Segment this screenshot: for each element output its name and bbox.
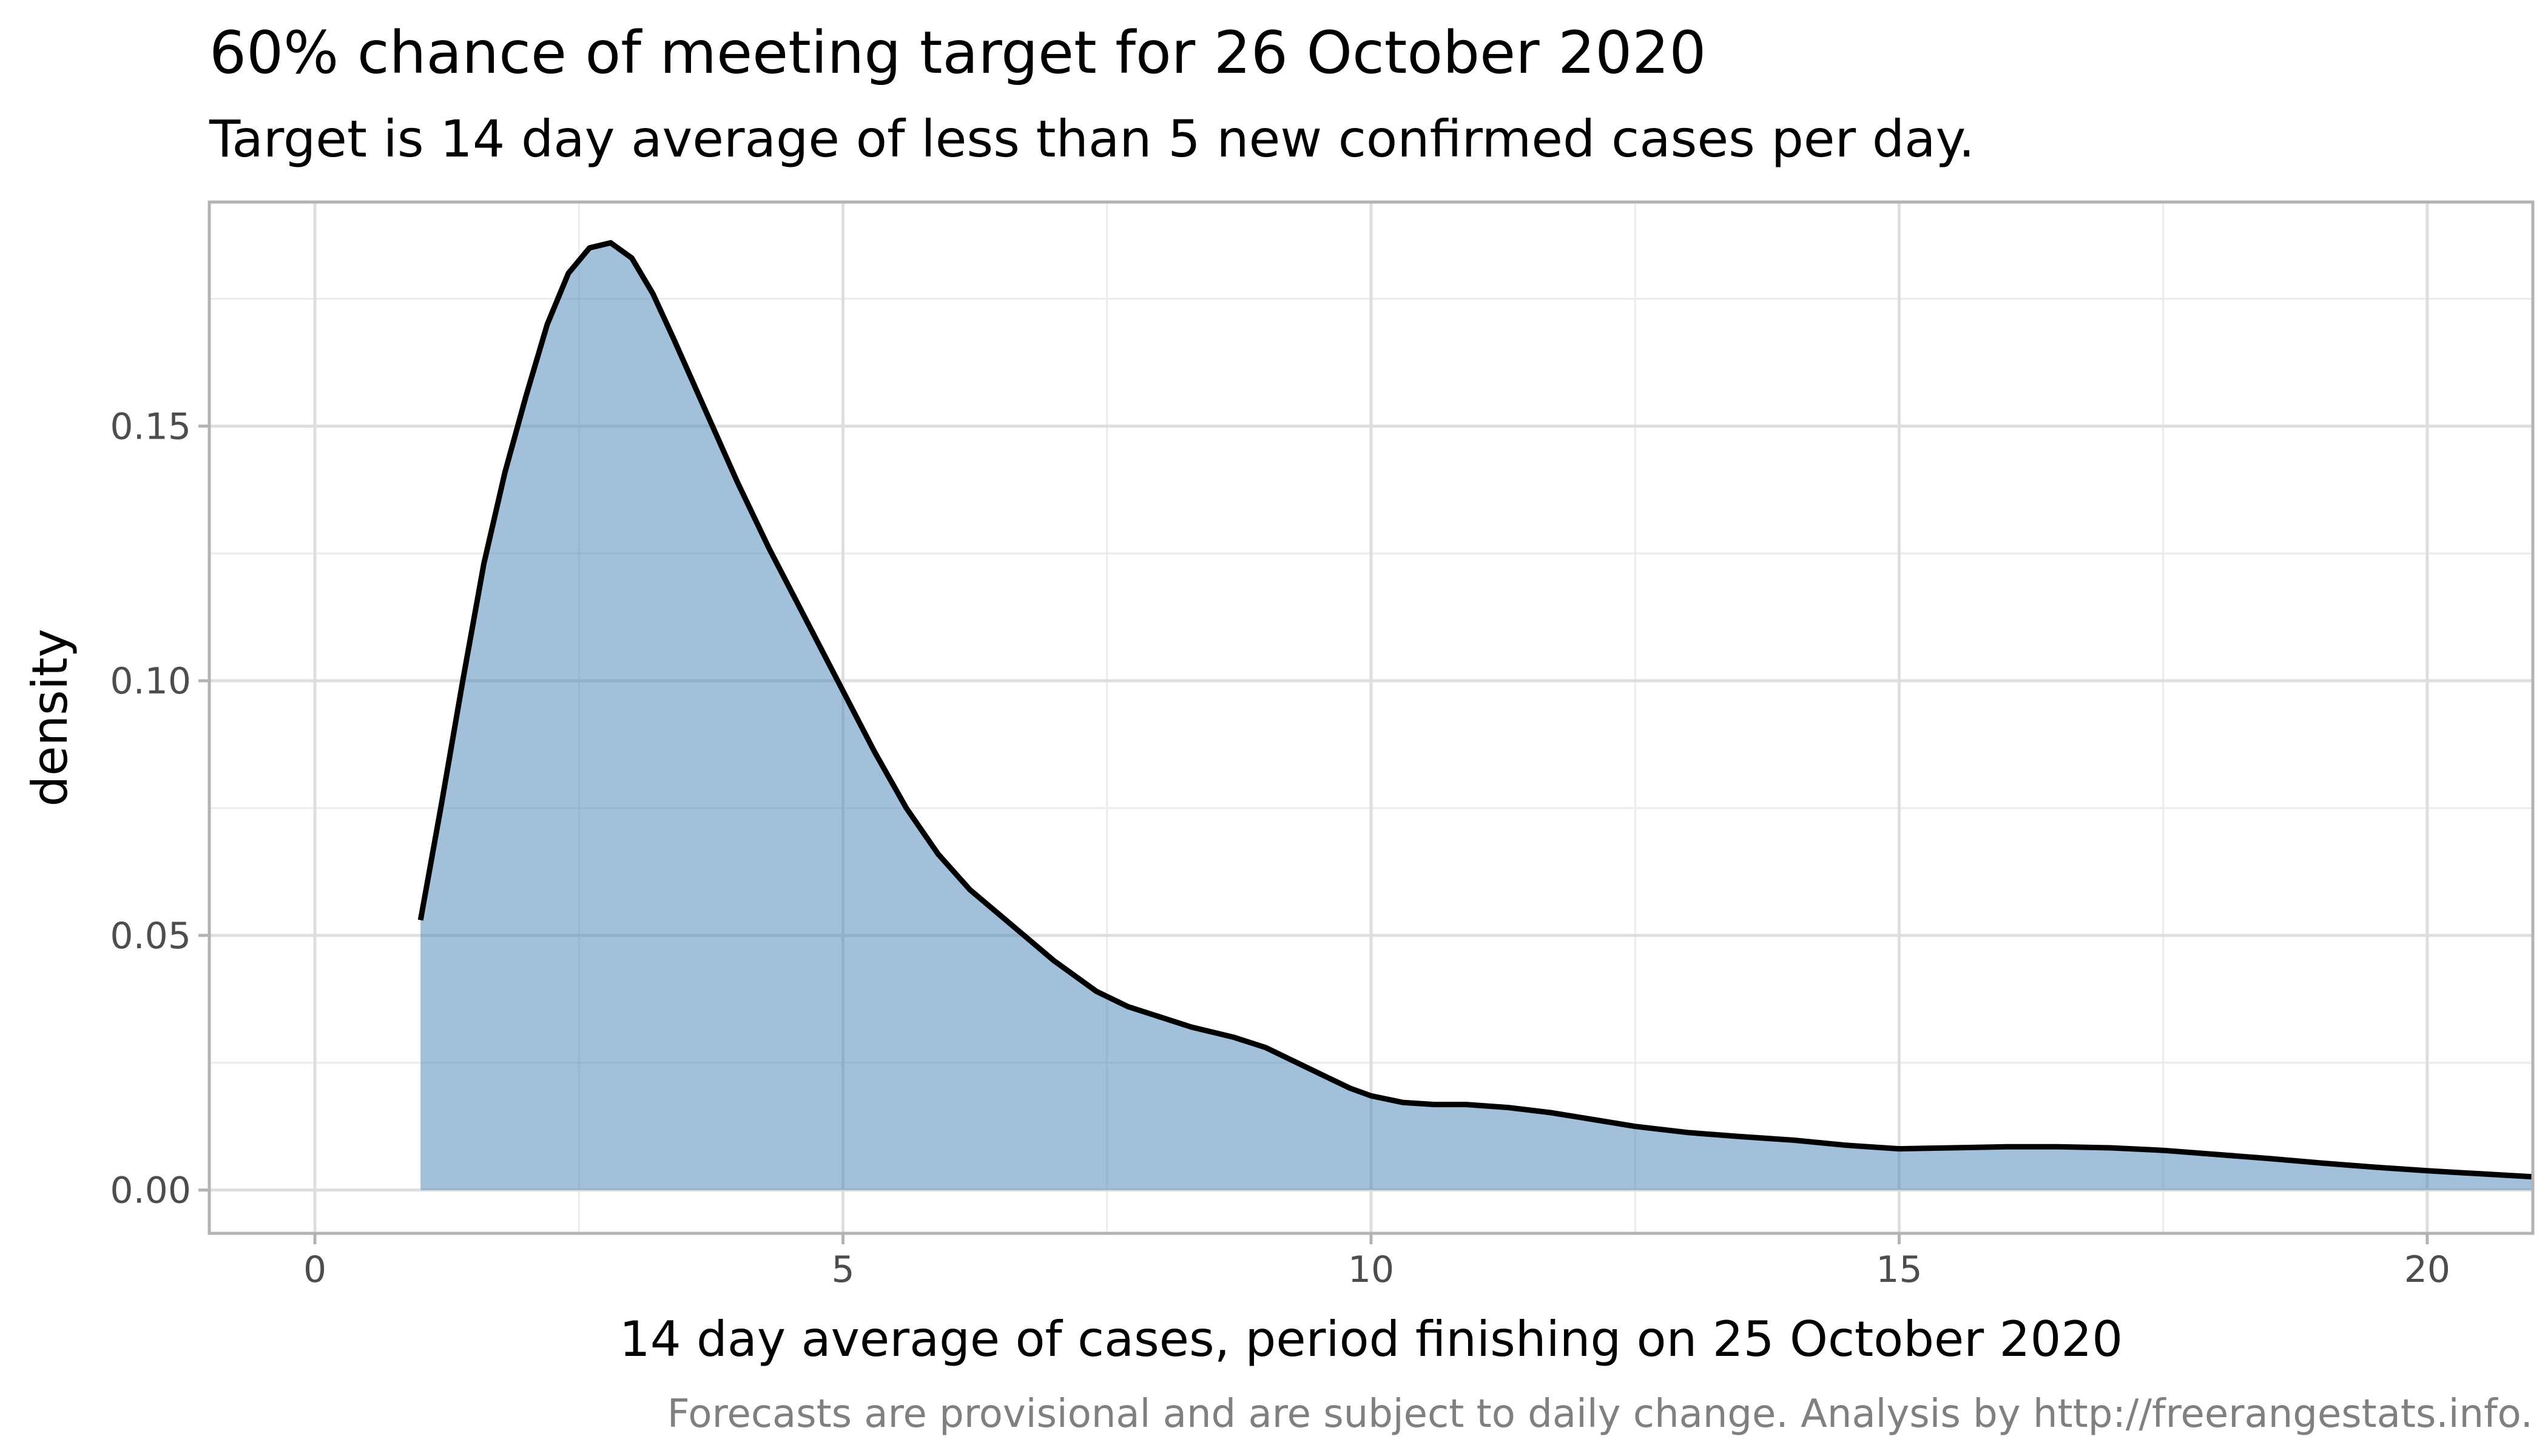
y-axis-title: density [22,629,78,806]
density-area [420,243,2533,1190]
plot-panel [207,200,2535,1235]
density-curve [417,240,2533,1180]
y-tick-label: 0.00 [110,1170,191,1212]
chart-subtitle: Target is 14 day average of less than 5 … [209,109,1975,169]
x-tick-label: 15 [1876,1249,1922,1291]
y-tick-label: 0.15 [110,405,191,448]
chart-title: 60% chance of meeting target for 26 Octo… [209,19,1706,87]
y-axis: 0.00 0.05 0.10 0.15 [110,405,209,1212]
x-tick-label: 0 [303,1249,326,1291]
x-tick-label: 10 [1348,1249,1394,1291]
x-axis-title: 14 day average of cases, period finishin… [619,1311,2123,1367]
chart-caption: Forecasts are provisional and are subjec… [667,1392,2533,1437]
x-tick-label: 5 [831,1249,854,1291]
y-tick-label: 0.10 [110,660,191,703]
x-tick-label: 20 [2404,1249,2450,1291]
x-axis: 0 5 10 15 20 [303,1233,2450,1291]
y-tick-label: 0.05 [110,915,191,957]
